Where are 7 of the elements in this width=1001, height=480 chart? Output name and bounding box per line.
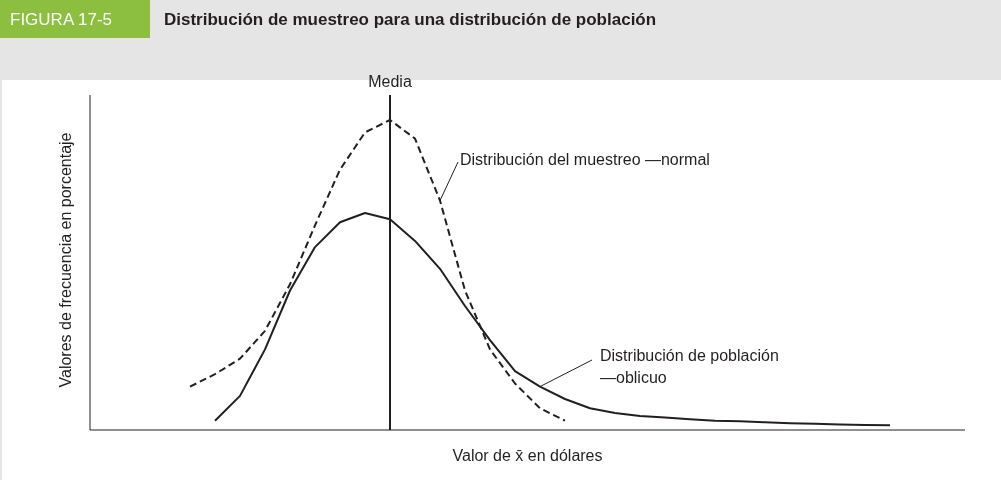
series-label: Distribución del muestreo —normal bbox=[460, 151, 710, 168]
text: Media bbox=[368, 73, 412, 90]
legend-label: Distribución de población —oblicuo bbox=[600, 347, 779, 386]
y-axis-title: Valores de frecuencia en porcentaje bbox=[57, 132, 74, 388]
text: FIGURA 17-5 bbox=[10, 10, 113, 29]
chart-title: Distribución de muestreo para una distribución de población bbox=[164, 10, 657, 29]
x-axis-title: Valor de x̄ en dólares bbox=[452, 447, 603, 464]
